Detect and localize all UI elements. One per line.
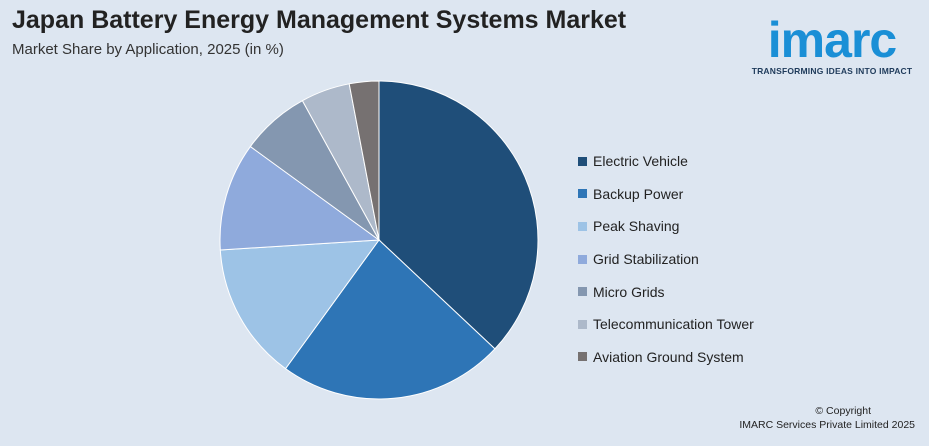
legend-label: Peak Shaving [593, 218, 680, 235]
legend-label: Telecommunication Tower [593, 316, 754, 333]
legend-item: Electric Vehicle [578, 145, 754, 178]
chart-subtitle: Market Share by Application, 2025 (in %) [12, 41, 284, 58]
logo-tagline: TRANSFORMING IDEAS INTO IMPACT [751, 66, 913, 76]
pie-slice-backup-power [284, 239, 496, 400]
pie-slice-electric-vehicle [378, 80, 539, 350]
legend-item: Aviation Ground System [578, 341, 754, 374]
legend: Electric Vehicle Backup Power Peak Shaving… [578, 145, 754, 373]
legend-item: Grid Stabilization [578, 243, 754, 276]
legend-swatch [578, 189, 587, 199]
legend-item: Micro Grids [578, 275, 754, 308]
legend-swatch [578, 319, 587, 329]
legend-label: Micro Grids [593, 283, 665, 300]
pie-slice-grid-stabilization [219, 145, 381, 251]
legend-swatch [578, 221, 587, 231]
legend-swatch [578, 287, 587, 297]
legend-item: Peak Shaving [578, 210, 754, 243]
pie-slice-aviation-ground-system [348, 80, 380, 241]
logo-word: imarc [767, 12, 897, 68]
legend-swatch [578, 254, 587, 264]
chart-title: Japan Battery Energy Management Systems … [12, 6, 627, 34]
legend-label: Electric Vehicle [593, 153, 688, 170]
copyright-line: © Copyright [815, 405, 871, 417]
legend-item: Backup Power [578, 178, 754, 211]
legend-label: Grid Stabilization [593, 251, 699, 268]
pie-slice-peak-shaving [219, 239, 381, 370]
copyright: © Copyright IMARC Services Private Limit… [739, 404, 915, 432]
legend-item: Telecommunication Tower [578, 308, 754, 341]
imarc-logo: imarc TRANSFORMING IDEAS INTO IMPACT [744, 14, 920, 76]
legend-swatch [578, 352, 587, 362]
legend-swatch [578, 156, 587, 166]
legend-label: Backup Power [593, 185, 684, 202]
legend-label: Aviation Ground System [593, 348, 744, 365]
company-line: IMARC Services Private Limited 2025 [739, 419, 915, 431]
